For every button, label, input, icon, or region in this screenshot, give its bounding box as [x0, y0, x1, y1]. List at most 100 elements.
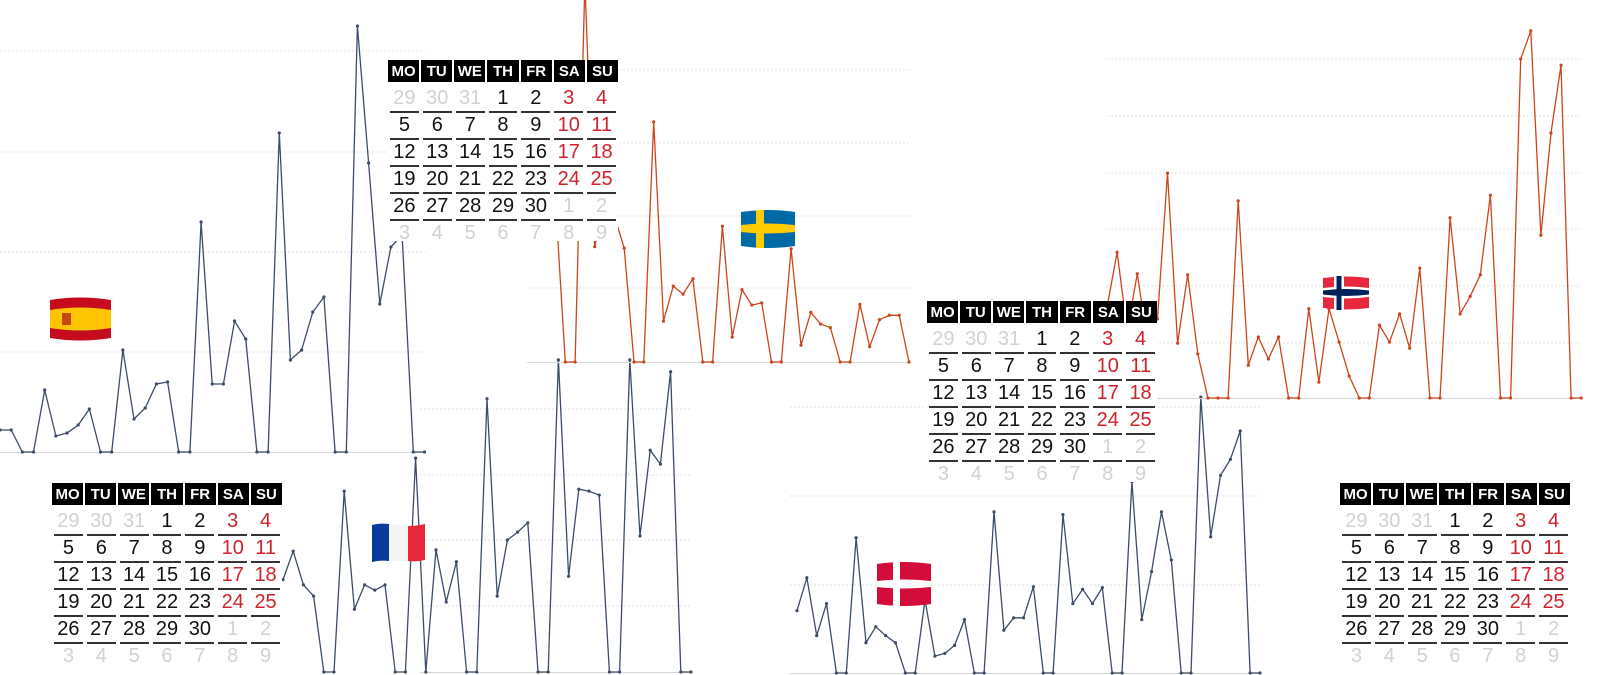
calendar-day[interactable]: 9 — [185, 536, 215, 563]
calendar-day[interactable]: 2 — [1126, 435, 1155, 462]
calendar-day[interactable]: 6 — [961, 354, 991, 381]
calendar-day[interactable]: 23 — [1060, 408, 1090, 435]
calendar-day[interactable]: 14 — [994, 381, 1024, 408]
calendar-day[interactable]: 18 — [251, 563, 280, 590]
calendar-day[interactable]: 21 — [1407, 590, 1437, 617]
calendar-day[interactable]: 4 — [970, 463, 982, 482]
calendar-day[interactable]: 28 — [119, 617, 149, 644]
calendar-day[interactable]: 8 — [563, 222, 575, 241]
calendar-day[interactable]: 9 — [1548, 645, 1560, 664]
calendar-day[interactable]: 19 — [929, 408, 958, 435]
calendar-day[interactable]: 27 — [1374, 617, 1404, 644]
calendar-day[interactable]: 4 — [95, 645, 107, 664]
calendar-day[interactable]: 1 — [488, 86, 518, 113]
calendar-day[interactable]: 25 — [1539, 590, 1568, 617]
calendar-day[interactable]: 30 — [961, 327, 991, 354]
calendar-day[interactable]: 8 — [1440, 536, 1470, 563]
calendar-day[interactable]: 7 — [1482, 645, 1494, 664]
calendar-day[interactable]: 23 — [521, 167, 551, 194]
calendar-day[interactable]: 3 — [937, 463, 949, 482]
calendar-day[interactable]: 14 — [119, 563, 149, 590]
calendar-day[interactable]: 2 — [587, 194, 616, 221]
calendar-day[interactable]: 17 — [1506, 563, 1536, 590]
calendar-day[interactable]: 7 — [119, 536, 149, 563]
calendar-day[interactable]: 26 — [1342, 617, 1371, 644]
calendar-day[interactable]: 13 — [961, 381, 991, 408]
calendar-day[interactable]: 3 — [1350, 645, 1362, 664]
calendar-day[interactable]: 2 — [185, 509, 215, 536]
calendar-day[interactable]: 10 — [554, 113, 584, 140]
calendar-day[interactable]: 4 — [587, 86, 616, 113]
calendar-day[interactable]: 23 — [185, 590, 215, 617]
calendar-day[interactable]: 29 — [488, 194, 518, 221]
calendar-day[interactable]: 21 — [119, 590, 149, 617]
calendar-day[interactable]: 9 — [1473, 536, 1503, 563]
calendar-day[interactable]: 5 — [1003, 463, 1015, 482]
calendar-day[interactable]: 24 — [554, 167, 584, 194]
calendar-day[interactable]: 11 — [1126, 354, 1155, 381]
calendar-day[interactable]: 5 — [390, 113, 419, 140]
calendar-day[interactable]: 26 — [390, 194, 419, 221]
calendar-day[interactable]: 17 — [1093, 381, 1123, 408]
calendar-day[interactable]: 4 — [431, 222, 443, 241]
calendar-day[interactable]: 9 — [596, 222, 608, 241]
calendar-day[interactable]: 29 — [54, 509, 83, 536]
calendar-day[interactable]: 9 — [521, 113, 551, 140]
calendar-day[interactable]: 15 — [152, 563, 182, 590]
calendar-day[interactable]: 1 — [152, 509, 182, 536]
calendar-day[interactable]: 18 — [1539, 563, 1568, 590]
calendar-day[interactable]: 3 — [218, 509, 248, 536]
calendar-day[interactable]: 9 — [1135, 463, 1147, 482]
calendar-day[interactable]: 26 — [54, 617, 83, 644]
calendar-day[interactable]: 31 — [119, 509, 149, 536]
calendar-day[interactable]: 11 — [1539, 536, 1568, 563]
calendar-day[interactable]: 8 — [227, 645, 239, 664]
calendar-day[interactable]: 27 — [961, 435, 991, 462]
calendar-day[interactable]: 13 — [1374, 563, 1404, 590]
calendar-day[interactable]: 4 — [1539, 509, 1568, 536]
calendar-day[interactable]: 23 — [1473, 590, 1503, 617]
calendar-day[interactable]: 6 — [1449, 645, 1461, 664]
calendar-day[interactable]: 20 — [422, 167, 452, 194]
calendar-day[interactable]: 22 — [488, 167, 518, 194]
calendar-day[interactable]: 7 — [194, 645, 206, 664]
calendar-day[interactable]: 31 — [994, 327, 1024, 354]
calendar-day[interactable]: 24 — [218, 590, 248, 617]
calendar-day[interactable]: 8 — [152, 536, 182, 563]
calendar-day[interactable]: 8 — [1515, 645, 1527, 664]
calendar-day[interactable]: 6 — [161, 645, 173, 664]
calendar-day[interactable]: 10 — [1093, 354, 1123, 381]
calendar-day[interactable]: 11 — [251, 536, 280, 563]
calendar-day[interactable]: 8 — [1027, 354, 1057, 381]
calendar-day[interactable]: 7 — [1407, 536, 1437, 563]
calendar-day[interactable]: 20 — [961, 408, 991, 435]
calendar-day[interactable]: 30 — [1374, 509, 1404, 536]
calendar-day[interactable]: 3 — [62, 645, 74, 664]
calendar-day[interactable]: 6 — [1374, 536, 1404, 563]
calendar-day[interactable]: 15 — [1027, 381, 1057, 408]
calendar-day[interactable]: 2 — [1539, 617, 1568, 644]
calendar-day[interactable]: 22 — [1027, 408, 1057, 435]
calendar-day[interactable]: 1 — [1440, 509, 1470, 536]
calendar-day[interactable]: 5 — [1342, 536, 1371, 563]
calendar-day[interactable]: 29 — [929, 327, 958, 354]
calendar-day[interactable]: 2 — [1473, 509, 1503, 536]
calendar-day[interactable]: 24 — [1093, 408, 1123, 435]
calendar-day[interactable]: 5 — [929, 354, 958, 381]
calendar-day[interactable]: 5 — [464, 222, 476, 241]
calendar-day[interactable]: 2 — [1060, 327, 1090, 354]
calendar-day[interactable]: 5 — [128, 645, 140, 664]
calendar-day[interactable]: 30 — [1473, 617, 1503, 644]
calendar-day[interactable]: 3 — [398, 222, 410, 241]
calendar-day[interactable]: 21 — [455, 167, 485, 194]
calendar-day[interactable]: 12 — [54, 563, 83, 590]
calendar-day[interactable]: 1 — [218, 617, 248, 644]
calendar-day[interactable]: 1 — [1506, 617, 1536, 644]
calendar-day[interactable]: 6 — [422, 113, 452, 140]
calendar-day[interactable]: 3 — [1093, 327, 1123, 354]
calendar-day[interactable]: 28 — [455, 194, 485, 221]
calendar-day[interactable]: 7 — [994, 354, 1024, 381]
calendar-day[interactable]: 24 — [1506, 590, 1536, 617]
calendar-day[interactable]: 18 — [587, 140, 616, 167]
calendar-day[interactable]: 13 — [86, 563, 116, 590]
